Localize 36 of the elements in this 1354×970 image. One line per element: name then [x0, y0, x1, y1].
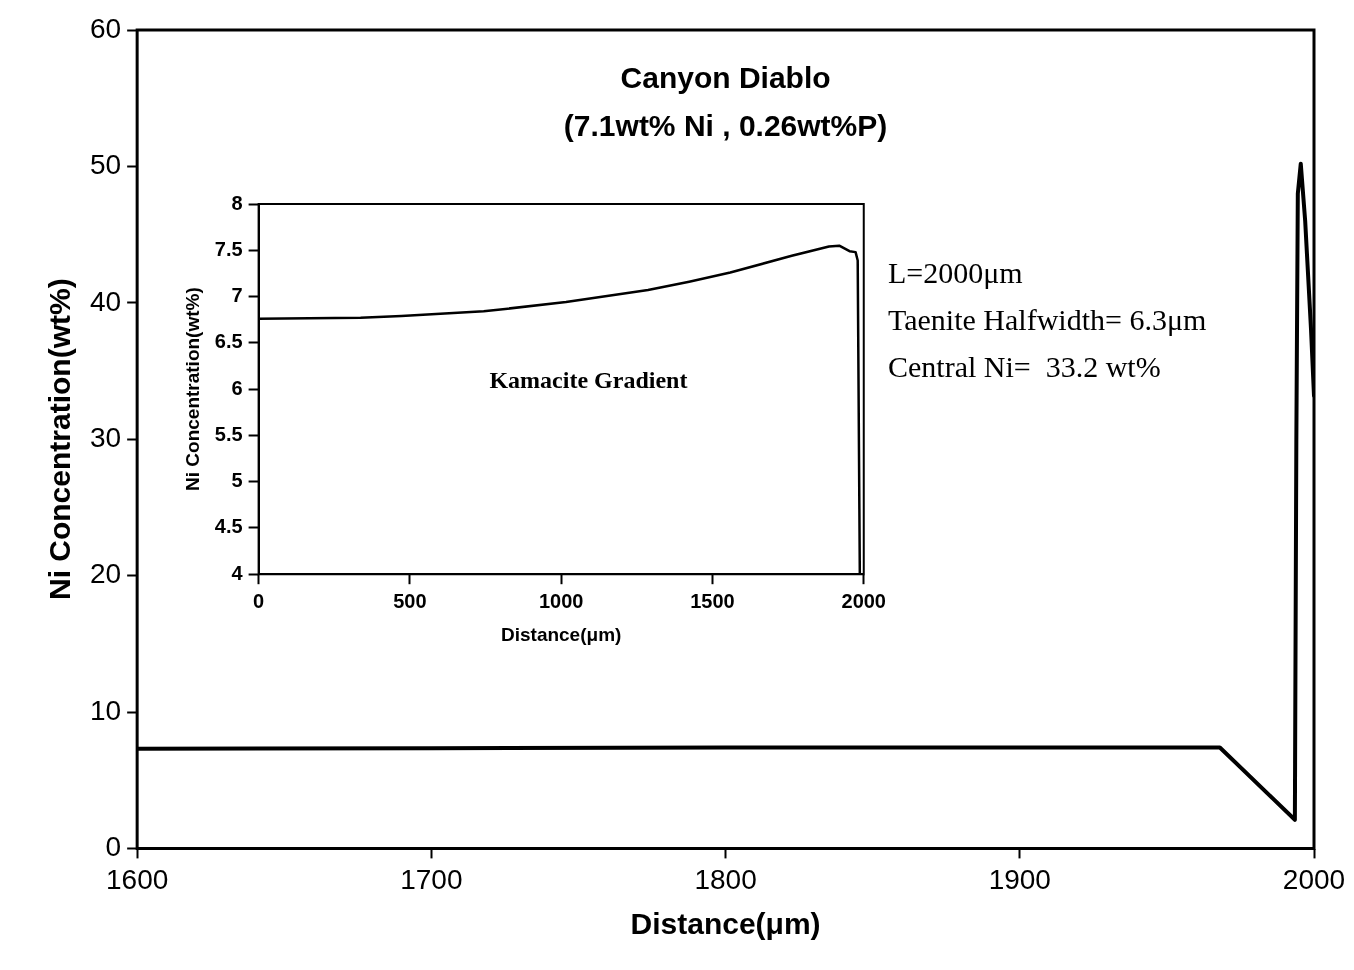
- text: (7.1wt% Ni , 0.26wt%P): [563, 109, 888, 143]
- x-axis-title: Distance(μm): [500, 623, 622, 645]
- y-tick-label: 50: [89, 149, 122, 181]
- y-tick-label: 6: [231, 376, 243, 399]
- y-tick-label: 5.5: [214, 422, 243, 445]
- x-tick-label: 1000: [538, 589, 584, 612]
- text: Canyon Diablo: [620, 61, 831, 95]
- y-tick-label: 30: [89, 421, 122, 453]
- x-tick-label: 0: [253, 589, 265, 612]
- y-tick-label: 20: [89, 558, 122, 590]
- x-tick-label: 1900: [988, 863, 1051, 895]
- x-tick-label: 500: [393, 589, 427, 612]
- y-tick-label: 4.5: [214, 515, 243, 538]
- y-tick-label: 4: [231, 561, 244, 584]
- annotation: Kamacite Gradient: [489, 366, 688, 393]
- x-tick-label: 1700: [400, 863, 463, 895]
- y-axis-title: Ni Concentration(wt%): [43, 278, 77, 601]
- x-tick-label: 2000: [841, 589, 886, 612]
- x-tick-label: 1800: [694, 863, 757, 895]
- y-axis-title: Ni Concentration(wt%): [181, 287, 203, 491]
- x-tick-label: 1500: [690, 589, 735, 612]
- x-tick-label: 1600: [106, 863, 169, 895]
- y-tick-label: 10: [89, 694, 122, 726]
- x-tick-label: 2000: [1282, 863, 1346, 895]
- y-tick-label: 5: [231, 469, 243, 492]
- y-tick-label: 40: [89, 285, 122, 317]
- y-tick-label: 7: [231, 284, 243, 307]
- y-tick-label: 60: [89, 12, 122, 44]
- y-tick-label: 6.5: [214, 330, 243, 353]
- x-axis-title: Distance(μm): [630, 907, 821, 941]
- annotation: L=2000μm: [887, 256, 1023, 290]
- annotation: Central Ni= 33.2 wt%: [887, 350, 1161, 384]
- y-tick-label: 7.5: [214, 237, 243, 260]
- annotation: Taenite Halfwidth= 6.3μm: [887, 303, 1207, 337]
- y-tick-label: 0: [105, 831, 122, 863]
- y-tick-label: 8: [231, 191, 243, 214]
